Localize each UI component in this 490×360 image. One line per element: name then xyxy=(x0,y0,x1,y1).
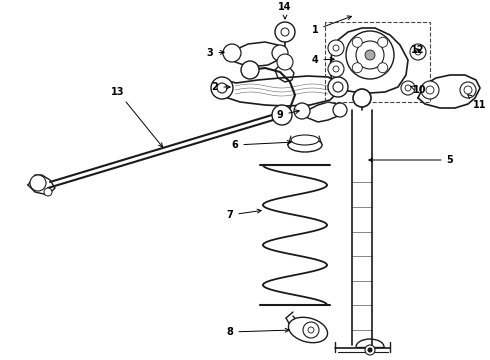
Text: 3: 3 xyxy=(207,48,224,58)
Ellipse shape xyxy=(291,135,319,145)
Circle shape xyxy=(217,83,227,93)
Circle shape xyxy=(353,89,371,107)
Circle shape xyxy=(356,41,384,69)
Circle shape xyxy=(294,103,310,119)
Text: 10: 10 xyxy=(411,85,427,95)
Circle shape xyxy=(378,63,388,73)
Circle shape xyxy=(352,37,362,47)
Circle shape xyxy=(241,61,259,79)
Circle shape xyxy=(365,50,375,60)
Circle shape xyxy=(272,45,288,61)
Ellipse shape xyxy=(289,317,328,343)
Text: 11: 11 xyxy=(468,95,487,110)
Text: 13: 13 xyxy=(111,87,163,147)
Circle shape xyxy=(303,322,319,338)
Text: 1: 1 xyxy=(312,16,351,35)
Circle shape xyxy=(275,22,295,42)
Circle shape xyxy=(365,345,375,355)
Circle shape xyxy=(223,44,241,62)
Circle shape xyxy=(281,28,289,36)
Text: 5: 5 xyxy=(369,155,453,165)
Text: 9: 9 xyxy=(277,110,299,120)
Circle shape xyxy=(346,31,394,79)
Text: 4: 4 xyxy=(312,55,334,65)
Text: 6: 6 xyxy=(232,140,291,150)
Circle shape xyxy=(410,44,426,60)
Ellipse shape xyxy=(288,138,322,152)
Circle shape xyxy=(333,66,339,72)
Circle shape xyxy=(415,49,421,55)
Text: 14: 14 xyxy=(278,2,292,19)
Circle shape xyxy=(368,348,372,352)
Circle shape xyxy=(333,103,347,117)
Text: 7: 7 xyxy=(227,209,261,220)
Circle shape xyxy=(421,81,439,99)
Circle shape xyxy=(401,81,415,95)
Circle shape xyxy=(378,37,388,47)
Circle shape xyxy=(328,61,344,77)
Circle shape xyxy=(44,188,52,196)
Circle shape xyxy=(308,327,314,333)
Text: 8: 8 xyxy=(226,327,289,337)
Circle shape xyxy=(272,105,292,125)
Circle shape xyxy=(30,175,46,191)
Text: 12: 12 xyxy=(411,45,425,55)
Circle shape xyxy=(426,86,434,94)
Circle shape xyxy=(405,85,411,91)
Text: 2: 2 xyxy=(212,82,230,92)
Circle shape xyxy=(328,40,344,56)
Circle shape xyxy=(277,54,293,70)
Circle shape xyxy=(333,45,339,51)
Circle shape xyxy=(328,77,348,97)
Circle shape xyxy=(464,86,472,94)
Circle shape xyxy=(333,82,343,92)
Circle shape xyxy=(460,82,476,98)
Circle shape xyxy=(352,63,362,73)
Circle shape xyxy=(211,77,233,99)
